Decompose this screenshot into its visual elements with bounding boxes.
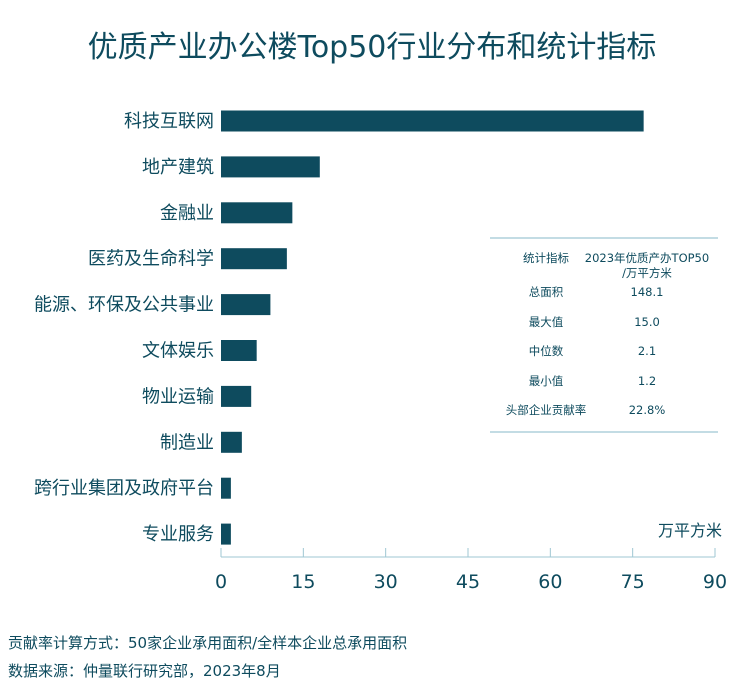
category-label: 医药及生命科学 [88, 249, 214, 270]
category-label: 制造业 [160, 432, 214, 453]
table-row-label: 最小值 [529, 374, 564, 388]
category-label: 能源、环保及公共事业 [34, 295, 214, 316]
x-tick-label: 30 [374, 571, 398, 593]
category-label: 文体娱乐 [142, 341, 214, 362]
category-labels: 科技互联网地产建筑金融业医药及生命科学能源、环保及公共事业文体娱乐物业运输制造业… [34, 111, 214, 545]
x-tick-label: 90 [703, 571, 727, 593]
category-label: 专业服务 [142, 524, 214, 545]
table-row-label: 头部企业贡献率 [506, 403, 587, 417]
x-tick-label: 75 [621, 571, 645, 593]
x-tick-label: 60 [538, 571, 562, 593]
table-header-label: 统计指标 [523, 251, 569, 265]
chart-title: 优质产业办公楼Top50行业分布和统计指标 [87, 30, 657, 65]
bar-2 [221, 202, 293, 224]
bar-0 [221, 110, 644, 132]
x-tick-label: 45 [456, 571, 480, 593]
bars-group [221, 110, 644, 545]
category-label: 物业运输 [142, 386, 214, 407]
table-row-value: 2.1 [638, 344, 656, 358]
x-axis-ticks: 0 15 30 45 60 75 90 [215, 548, 727, 593]
category-label: 地产建筑 [142, 157, 214, 178]
bar-8 [221, 477, 231, 499]
category-label: 科技互联网 [124, 111, 214, 132]
table-row-value: 148.1 [631, 285, 664, 299]
x-tick-label: 0 [215, 571, 227, 593]
bar-3 [221, 248, 287, 270]
table-header-value: 2023年优质产办TOP50 [585, 251, 709, 265]
category-label: 跨行业集团及政府平台 [34, 478, 214, 499]
bar-7 [221, 431, 242, 453]
unit-label: 万平方米 [658, 521, 722, 540]
table-row-label: 中位数 [529, 344, 564, 358]
table-row-label: 总面积 [529, 285, 564, 299]
bar-5 [221, 340, 257, 361]
category-label: 金融业 [160, 203, 214, 224]
table-header-unit: /万平方米 [622, 266, 672, 280]
bar-4 [221, 294, 271, 316]
bar-9 [221, 523, 231, 545]
formula-footnote: 贡献率计算方式：50家企业承用面积/全样本企业总承用面积 [8, 634, 408, 652]
x-tick-label: 15 [291, 571, 315, 593]
bar-6 [221, 385, 252, 407]
bar-1 [221, 156, 320, 178]
table-row-value: 15.0 [634, 315, 660, 329]
source-footnote: 数据来源：仲量联行研究部，2023年8月 [8, 662, 281, 680]
table-row-value: 1.2 [638, 374, 656, 388]
table-row-label: 最大值 [529, 315, 564, 329]
table-row-value: 22.8% [629, 403, 666, 417]
